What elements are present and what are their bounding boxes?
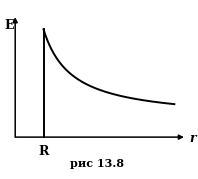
Text: E: E [4, 19, 14, 32]
Text: R: R [38, 145, 49, 158]
Text: r: r [189, 132, 196, 145]
Text: рис 13.8: рис 13.8 [69, 158, 124, 169]
